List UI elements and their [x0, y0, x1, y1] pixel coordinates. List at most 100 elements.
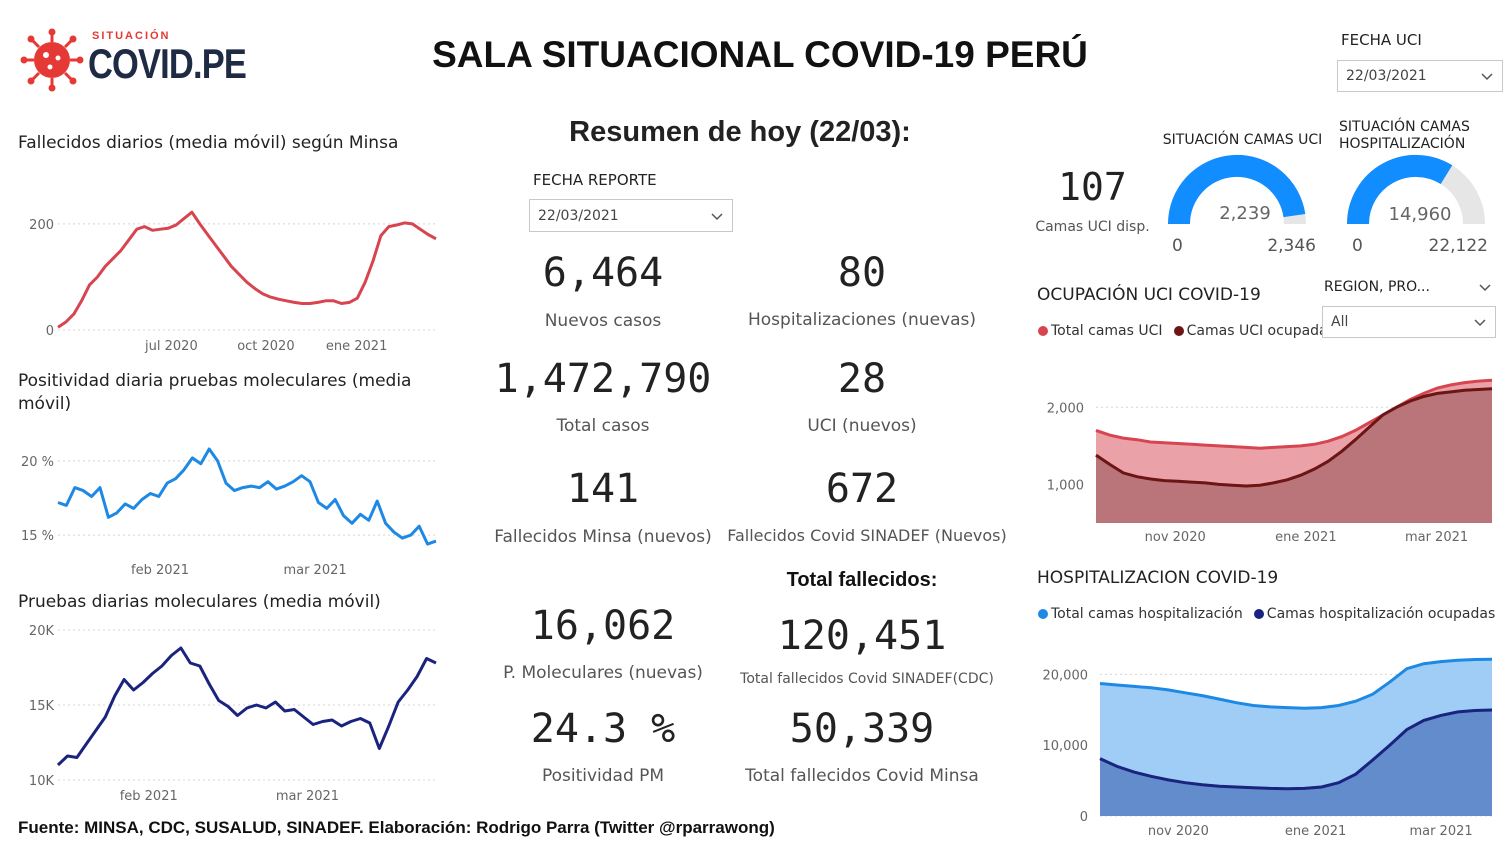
gauge-hosp-title-2: HOSPITALIZACIÓN — [1339, 136, 1466, 152]
gauge-fill — [1168, 154, 1306, 225]
x-tick-label: ene 2021 — [1275, 530, 1336, 545]
chevron-down-icon — [711, 212, 723, 220]
y-tick-label: 15K — [29, 699, 55, 714]
chevron-down-icon — [1481, 73, 1493, 81]
series-line — [57, 447, 437, 546]
series-line — [56, 646, 437, 767]
legend-label: Camas UCI ocupadas — [1186, 323, 1335, 339]
fecha-reporte-label: FECHA REPORTE — [533, 171, 657, 189]
logo: SITUACIÓN COVID.PE — [20, 20, 247, 95]
footer-source: Fuente: MINSA, CDC, SUSALUD, SINADEF. El… — [18, 818, 775, 837]
chart-title-positividad: Positividad diaria pruebas moleculares (… — [18, 371, 412, 414]
x-tick-label: nov 2020 — [1148, 824, 1209, 839]
chart-title-ocupacion-uci: OCUPACIÓN UCI COVID-19 — [1037, 285, 1261, 305]
y-tick-label: 0 — [1080, 810, 1088, 825]
kpi-positividad-value: 24.3 % — [530, 706, 676, 752]
series-line — [1099, 708, 1493, 791]
series-area — [1096, 388, 1492, 523]
page-title: SALA SITUACIONAL COVID-19 PERÚ — [432, 34, 1088, 75]
legend-item: Camas UCI ocupadas — [1173, 323, 1335, 339]
gauge-uci-max: 2,346 — [1267, 236, 1316, 256]
kpi-total-minsa-value: 50,339 — [789, 706, 935, 752]
legend-dot — [1253, 609, 1264, 619]
fecha-reporte-dropdown[interactable]: 22/03/2021 — [529, 199, 733, 232]
chart-title-fallecidos: Fallecidos diarios (media móvil) según M… — [18, 133, 399, 153]
gauge-hosp-value: 14,960 — [1388, 204, 1452, 225]
x-tick-label: jul 2020 — [144, 339, 198, 354]
gauge-hosp-min: 0 — [1352, 236, 1363, 256]
kpi-positividad-label: Positividad PM — [541, 766, 665, 786]
chart-hospitalizacion: 0 10,000 20,000 nov 2020 ene 2021 mar 2021 — [1043, 657, 1493, 839]
kpi-nuevos-casos-value: 6,464 — [542, 250, 664, 296]
region-filter-dropdown[interactable]: All — [1322, 306, 1496, 338]
fecha-uci-label: FECHA UCI — [1341, 31, 1422, 49]
chart-fallecidos: 0 200 jul 2020 oct 2020 ene 2021 — [29, 210, 437, 354]
y-tick-label: 20,000 — [1043, 668, 1089, 683]
kpi-fallecidos-sinadef-label: Fallecidos Covid SINADEF (Nuevos) — [727, 526, 1007, 545]
kpi-moleculares-label: P. Moleculares (nuevas) — [503, 663, 703, 683]
series-line — [1095, 378, 1493, 450]
y-tick-label: 20K — [29, 624, 55, 639]
gauge-uci-value: 2,239 — [1219, 203, 1271, 224]
kpi-total-minsa-label: Total fallecidos Covid Minsa — [745, 766, 979, 786]
y-tick-label: 20 % — [21, 455, 54, 470]
series-line — [1095, 387, 1493, 488]
x-tick-label: feb 2021 — [120, 789, 178, 804]
legend-ocupacion-uci: Total camas UCI Camas UCI ocupadas — [1038, 321, 1341, 340]
x-tick-label: mar 2021 — [1409, 824, 1472, 839]
kpi-moleculares-value: 16,062 — [530, 603, 676, 649]
gauge-hosp-title-1: SITUACIÓN CAMAS — [1339, 119, 1470, 135]
kpi-fallecidos-sinadef-value: 672 — [825, 466, 899, 512]
kpi-fallecidos-minsa-label: Fallecidos Minsa (nuevos) — [494, 527, 712, 547]
y-tick-label: 1,000 — [1047, 478, 1084, 493]
chevron-down-icon[interactable] — [1478, 280, 1492, 294]
series-area — [1100, 710, 1492, 816]
x-tick-label: oct 2020 — [237, 339, 294, 354]
chart-title-hospitalizacion: HOSPITALIZACION COVID-19 — [1037, 568, 1279, 588]
y-tick-label: 0 — [46, 324, 54, 339]
legend-label: Camas hospitalización ocupadas — [1266, 606, 1496, 622]
legend-item: Total camas hospitalización — [1038, 606, 1243, 622]
region-filter-label: REGION, PRO... — [1324, 279, 1430, 295]
chart-ocupacion-uci: 1,000 2,000 nov 2020 ene 2021 mar 2021 — [1047, 378, 1493, 545]
y-tick-label: 15 % — [21, 529, 54, 544]
y-tick-label: 2,000 — [1047, 401, 1084, 416]
fecha-uci-dropdown[interactable]: 22/03/2021 — [1337, 60, 1503, 92]
kpi-hospitalizaciones-value: 80 — [837, 250, 887, 296]
x-tick-label: feb 2021 — [131, 563, 189, 578]
kpi-total-sinadef-label: Total fallecidos Covid SINADEF(CDC) — [740, 671, 994, 687]
kpi-fallecidos-minsa-value: 141 — [566, 466, 640, 512]
legend-item: Camas hospitalización ocupadas — [1253, 606, 1496, 622]
x-tick-label: ene 2021 — [1285, 824, 1346, 839]
kpi-uci-value: 28 — [837, 356, 887, 402]
uci-disp-value: 107 — [1058, 165, 1127, 209]
legend-dot — [1038, 326, 1048, 336]
x-tick-label: nov 2020 — [1145, 530, 1206, 545]
legend-label: Total camas hospitalización — [1051, 606, 1243, 622]
y-tick-label: 10K — [29, 774, 55, 789]
gauge-fill — [1346, 154, 1453, 225]
chart-title-pruebas: Pruebas diarias moleculares (media móvil… — [18, 592, 381, 612]
legend-dot — [1173, 326, 1184, 336]
x-tick-label: mar 2021 — [283, 563, 346, 578]
region-filter-value: All — [1331, 314, 1349, 330]
gauge-hosp — [1346, 154, 1485, 225]
chart-pruebas: 10K 15K 20K feb 2021 mar 2021 — [29, 624, 437, 804]
logo-small-text: SITUACIÓN — [92, 30, 171, 42]
resumen-title: Resumen de hoy (22/03): — [569, 116, 911, 148]
x-tick-label: mar 2021 — [1405, 530, 1468, 545]
total-fallecidos-title: Total fallecidos: — [786, 569, 938, 591]
uci-disp-label: Camas UCI disp. — [1035, 219, 1150, 235]
gauge-hosp-max: 22,122 — [1428, 236, 1488, 256]
kpi-uci-label: UCI (nuevos) — [807, 416, 917, 436]
gauge-uci-title: SITUACIÓN CAMAS UCI — [1162, 132, 1323, 148]
gauge-uci-min: 0 — [1172, 236, 1183, 256]
x-tick-label: mar 2021 — [276, 789, 339, 804]
legend-dot — [1038, 609, 1048, 619]
kpi-hospitalizaciones-label: Hospitalizaciones (nuevas) — [748, 310, 976, 330]
y-tick-label: 10,000 — [1043, 739, 1089, 754]
chevron-down-icon — [1474, 319, 1486, 327]
series-line — [57, 210, 437, 329]
kpi-total-casos-value: 1,472,790 — [494, 356, 712, 402]
x-tick-label: ene 2021 — [326, 339, 387, 354]
